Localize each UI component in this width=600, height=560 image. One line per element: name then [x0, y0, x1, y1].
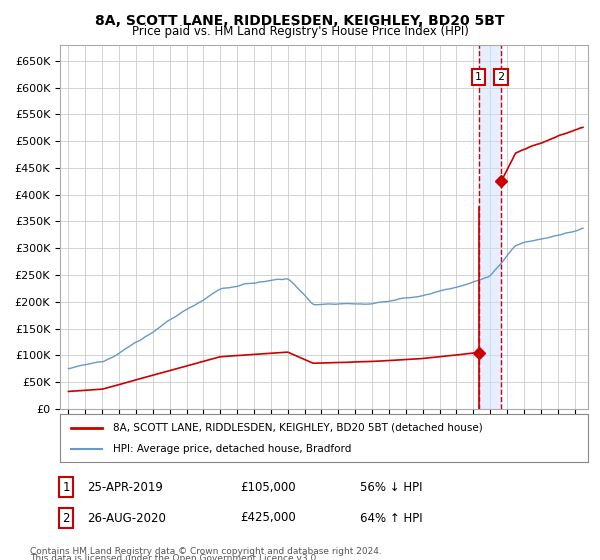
Text: 25-APR-2019: 25-APR-2019: [87, 480, 163, 494]
Text: 8A, SCOTT LANE, RIDDLESDEN, KEIGHLEY, BD20 5BT: 8A, SCOTT LANE, RIDDLESDEN, KEIGHLEY, BD…: [95, 14, 505, 28]
Text: Contains HM Land Registry data © Crown copyright and database right 2024.: Contains HM Land Registry data © Crown c…: [30, 547, 382, 556]
Text: 1: 1: [62, 480, 70, 494]
Text: 2: 2: [62, 511, 70, 525]
Text: 2: 2: [497, 72, 505, 82]
Text: HPI: Average price, detached house, Bradford: HPI: Average price, detached house, Brad…: [113, 444, 351, 454]
Text: Price paid vs. HM Land Registry's House Price Index (HPI): Price paid vs. HM Land Registry's House …: [131, 25, 469, 38]
Text: 26-AUG-2020: 26-AUG-2020: [87, 511, 166, 525]
Text: This data is licensed under the Open Government Licence v3.0.: This data is licensed under the Open Gov…: [30, 554, 319, 560]
Text: £425,000: £425,000: [240, 511, 296, 525]
Text: 8A, SCOTT LANE, RIDDLESDEN, KEIGHLEY, BD20 5BT (detached house): 8A, SCOTT LANE, RIDDLESDEN, KEIGHLEY, BD…: [113, 423, 482, 433]
Bar: [479, 45, 501, 409]
Text: 64% ↑ HPI: 64% ↑ HPI: [360, 511, 422, 525]
Text: £105,000: £105,000: [240, 480, 296, 494]
Text: 56% ↓ HPI: 56% ↓ HPI: [360, 480, 422, 494]
Text: 1: 1: [475, 72, 482, 82]
